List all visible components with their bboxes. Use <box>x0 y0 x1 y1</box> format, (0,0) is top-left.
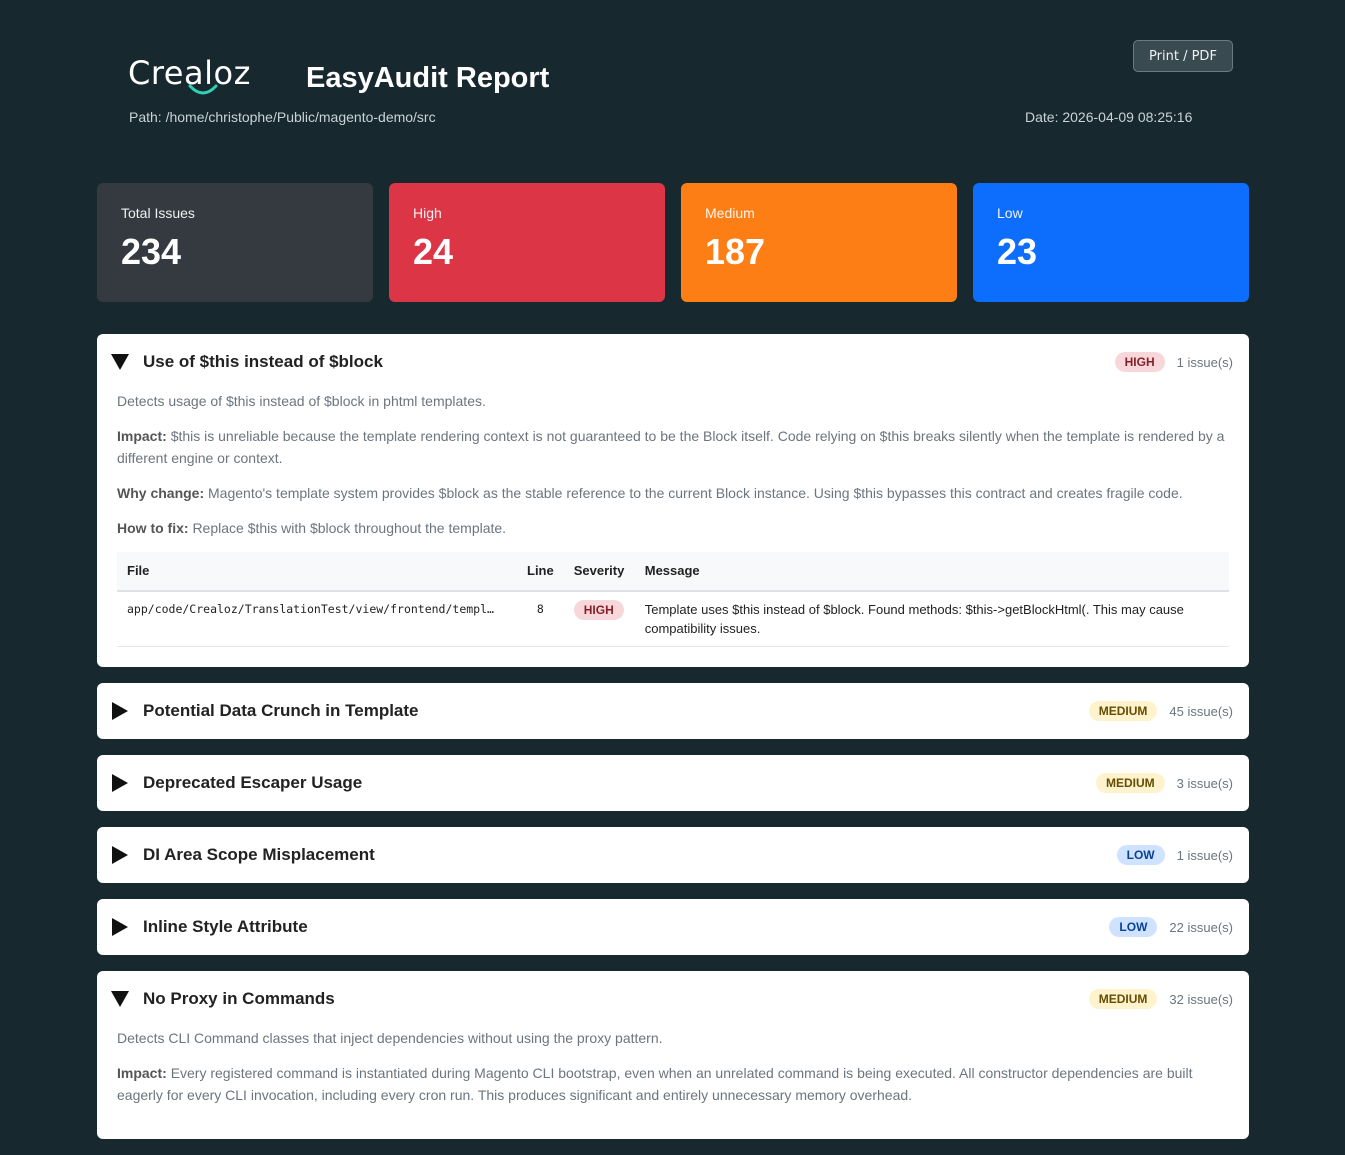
section-header[interactable]: Use of $this instead of $block HIGH 1 is… <box>97 334 1249 390</box>
issue-line: 8 <box>517 591 564 647</box>
rule-section: Inline Style Attribute LOW 22 issue(s) <box>97 899 1249 955</box>
severity-badge: MEDIUM <box>1088 989 1158 1009</box>
section-title: Potential Data Crunch in Template <box>143 701 419 720</box>
audit-path: Path: /home/christophe/Public/magento-de… <box>129 109 436 125</box>
impact-text: Every registered command is instantiated… <box>117 1065 1193 1103</box>
print-pdf-button[interactable]: Print / PDF <box>1133 40 1233 72</box>
section-header[interactable]: Inline Style Attribute LOW 22 issue(s) <box>97 899 1249 955</box>
column-header-severity: Severity <box>563 552 635 592</box>
rule-section: DI Area Scope Misplacement LOW 1 issue(s… <box>97 827 1249 883</box>
issue-count: 1 issue(s) <box>1176 354 1233 370</box>
rule-why: Why change: Magento's template system pr… <box>117 482 1229 504</box>
card-label: High <box>413 205 442 221</box>
issue-count: 32 issue(s) <box>1169 991 1233 1007</box>
impact-label: Impact: <box>117 428 167 444</box>
rule-description: Detects usage of $this instead of $block… <box>117 393 486 409</box>
issue-count: 22 issue(s) <box>1169 919 1233 935</box>
section-header[interactable]: DI Area Scope Misplacement LOW 1 issue(s… <box>97 827 1249 883</box>
card-label: Total Issues <box>121 205 195 221</box>
low-issues-card: Low 23 <box>973 183 1249 302</box>
high-issues-card: High 24 <box>389 183 665 302</box>
why-text: Magento's template system provides $bloc… <box>208 485 1183 501</box>
rule-section: No Proxy in Commands MEDIUM 32 issue(s) … <box>97 971 1249 1139</box>
card-value: 24 <box>413 231 454 272</box>
section-title: Deprecated Escaper Usage <box>143 773 363 792</box>
rule-section: Deprecated Escaper Usage MEDIUM 3 issue(… <box>97 755 1249 811</box>
severity-badge: MEDIUM <box>1088 701 1158 721</box>
collapsed-triangle-icon <box>109 700 131 722</box>
severity-badge: LOW <box>1109 917 1158 937</box>
section-header[interactable]: Potential Data Crunch in Template MEDIUM… <box>97 683 1249 739</box>
section-title: Inline Style Attribute <box>143 917 308 936</box>
column-header-line: Line <box>517 552 564 592</box>
collapsed-triangle-icon <box>109 772 131 794</box>
impact-label: Impact: <box>117 1065 167 1081</box>
rule-impact: Impact: Every registered command is inst… <box>117 1062 1229 1106</box>
rule-section: Potential Data Crunch in Template MEDIUM… <box>97 683 1249 739</box>
crealoz-logo: Crealoz <box>128 54 250 100</box>
issue-count: 3 issue(s) <box>1176 775 1233 791</box>
card-value: 187 <box>705 231 766 272</box>
rule-fix: How to fix: Replace $this with $block th… <box>117 517 1229 539</box>
total-issues-card: Total Issues 234 <box>97 183 373 302</box>
table-header-row: File Line Severity Message <box>117 552 1229 592</box>
issue-file: app/code/Crealoz/TranslationTest/view/fr… <box>117 591 517 647</box>
page-title: EasyAudit Report <box>306 62 550 94</box>
issues-table: File Line Severity Message app/code/Crea… <box>117 552 1229 647</box>
section-title: Use of $this instead of $block <box>143 352 383 371</box>
why-label: Why change: <box>117 485 205 501</box>
issue-message: Template uses $this instead of $block. F… <box>634 591 1229 647</box>
issue-severity-cell: HIGH <box>563 591 635 647</box>
fix-text: Replace $this with $block throughout the… <box>192 520 507 536</box>
card-value: 23 <box>997 231 1038 272</box>
expanded-triangle-icon <box>109 988 131 1010</box>
card-label: Medium <box>705 205 755 221</box>
rule-sections: Use of $this instead of $block HIGH 1 is… <box>97 334 1249 1155</box>
column-header-file: File <box>117 552 517 592</box>
rule-description: Detects CLI Command classes that inject … <box>117 1030 663 1046</box>
rule-section: Use of $this instead of $block HIGH 1 is… <box>97 334 1249 667</box>
section-header[interactable]: No Proxy in Commands MEDIUM 32 issue(s) <box>97 971 1249 1027</box>
card-label: Low <box>997 205 1023 221</box>
rule-impact: Impact: $this is unreliable because the … <box>117 425 1229 469</box>
table-row: app/code/Crealoz/TranslationTest/view/fr… <box>117 591 1229 647</box>
section-title: No Proxy in Commands <box>143 989 335 1008</box>
expanded-triangle-icon <box>109 351 131 373</box>
audit-date: Date: 2026-04-09 08:25:16 <box>1025 109 1193 125</box>
section-title: DI Area Scope Misplacement <box>143 845 375 864</box>
collapsed-triangle-icon <box>109 916 131 938</box>
fix-label: How to fix: <box>117 520 189 536</box>
issue-count: 1 issue(s) <box>1176 847 1233 863</box>
issue-count: 45 issue(s) <box>1169 703 1233 719</box>
section-header[interactable]: Deprecated Escaper Usage MEDIUM 3 issue(… <box>97 755 1249 811</box>
collapsed-triangle-icon <box>109 844 131 866</box>
section-body: Detects CLI Command classes that inject … <box>97 1027 1249 1139</box>
section-body: Detects usage of $this instead of $block… <box>97 390 1249 667</box>
medium-issues-card: Medium 187 <box>681 183 957 302</box>
card-value: 234 <box>121 231 182 272</box>
column-header-message: Message <box>634 552 1229 592</box>
severity-badge: MEDIUM <box>1095 773 1165 793</box>
report-header: Crealoz EasyAudit Report Path: /home/chr… <box>0 0 1345 160</box>
severity-badge: HIGH <box>1114 352 1165 372</box>
impact-text: $this is unreliable because the template… <box>117 428 1225 466</box>
severity-badge: LOW <box>1116 845 1165 865</box>
summary-cards: Total Issues 234 High 24 Medium 187 Low … <box>97 183 1249 302</box>
logo-smile-icon <box>188 84 218 95</box>
severity-badge: HIGH <box>573 600 624 620</box>
